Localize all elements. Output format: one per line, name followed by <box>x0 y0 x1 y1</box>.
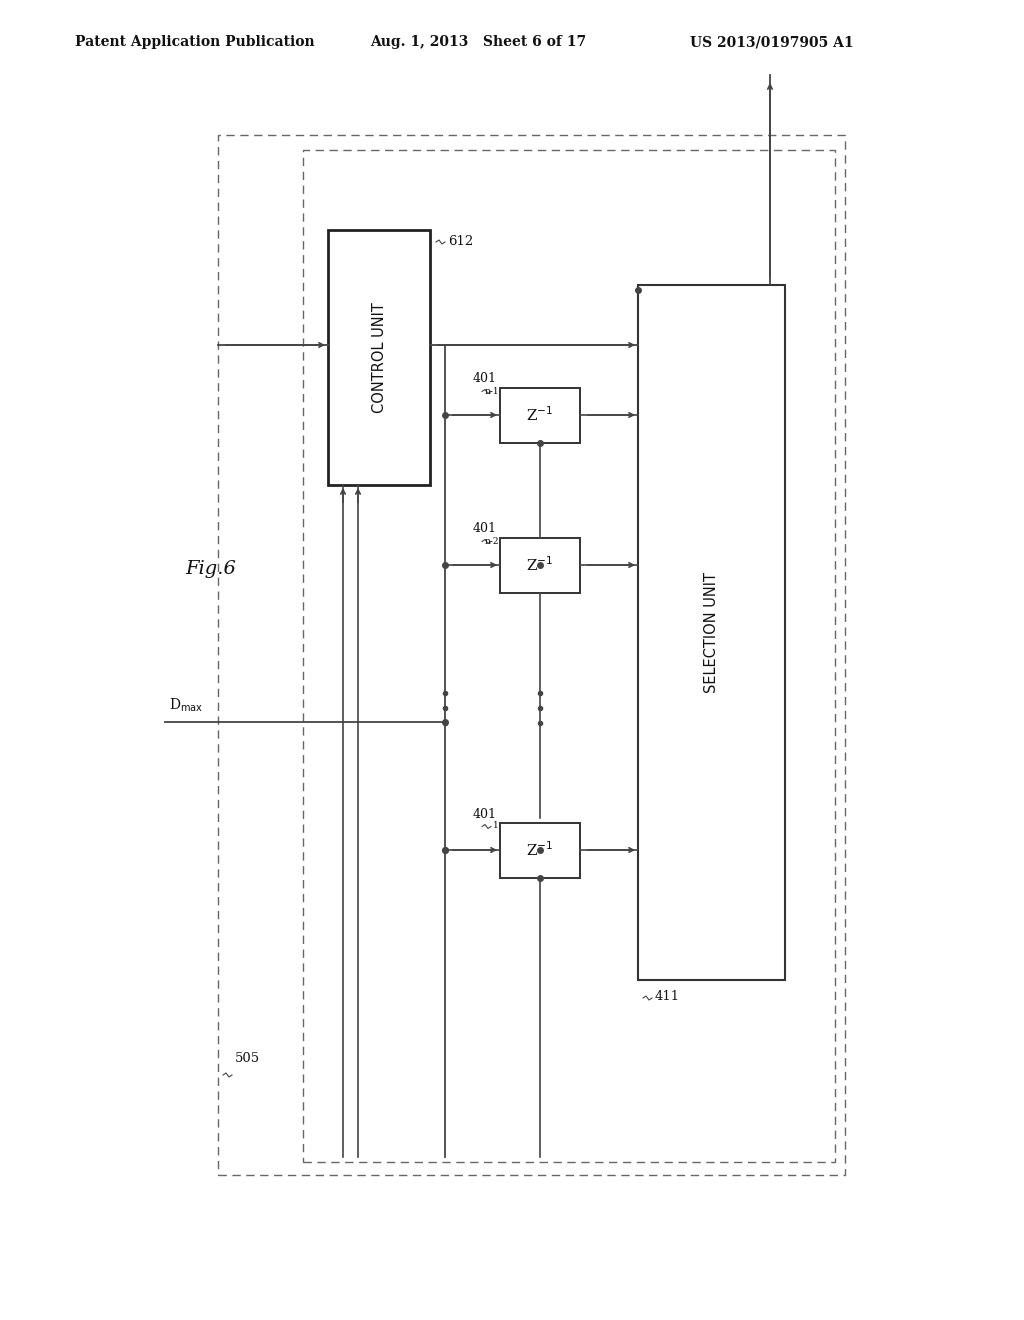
Bar <box>638 285 785 979</box>
Text: SELECTION UNIT: SELECTION UNIT <box>705 572 719 693</box>
Text: 411: 411 <box>655 990 680 1003</box>
Text: 1: 1 <box>494 821 499 830</box>
Bar <box>500 822 580 878</box>
Bar <box>303 150 835 1162</box>
Text: 401: 401 <box>473 808 497 821</box>
Text: D$_{\mathrm{max}}$: D$_{\mathrm{max}}$ <box>169 697 203 714</box>
Text: 612: 612 <box>449 235 473 248</box>
Text: US 2013/0197905 A1: US 2013/0197905 A1 <box>690 36 854 49</box>
Text: Z$^{-1}$: Z$^{-1}$ <box>526 405 554 424</box>
Text: 401: 401 <box>473 372 497 385</box>
Text: Z$^{-1}$: Z$^{-1}$ <box>526 556 554 574</box>
Text: Fig.6: Fig.6 <box>185 560 236 578</box>
Text: 401: 401 <box>473 523 497 536</box>
Bar <box>500 537 580 593</box>
Bar <box>218 135 845 1175</box>
Bar <box>328 230 430 484</box>
Text: n-2: n-2 <box>484 536 499 545</box>
Text: 505: 505 <box>234 1052 260 1065</box>
Text: Z$^{-1}$: Z$^{-1}$ <box>526 841 554 859</box>
Text: n-1: n-1 <box>484 387 499 396</box>
Bar <box>500 388 580 442</box>
Text: CONTROL UNIT: CONTROL UNIT <box>372 302 386 413</box>
Text: Aug. 1, 2013   Sheet 6 of 17: Aug. 1, 2013 Sheet 6 of 17 <box>370 36 586 49</box>
Text: Patent Application Publication: Patent Application Publication <box>75 36 314 49</box>
